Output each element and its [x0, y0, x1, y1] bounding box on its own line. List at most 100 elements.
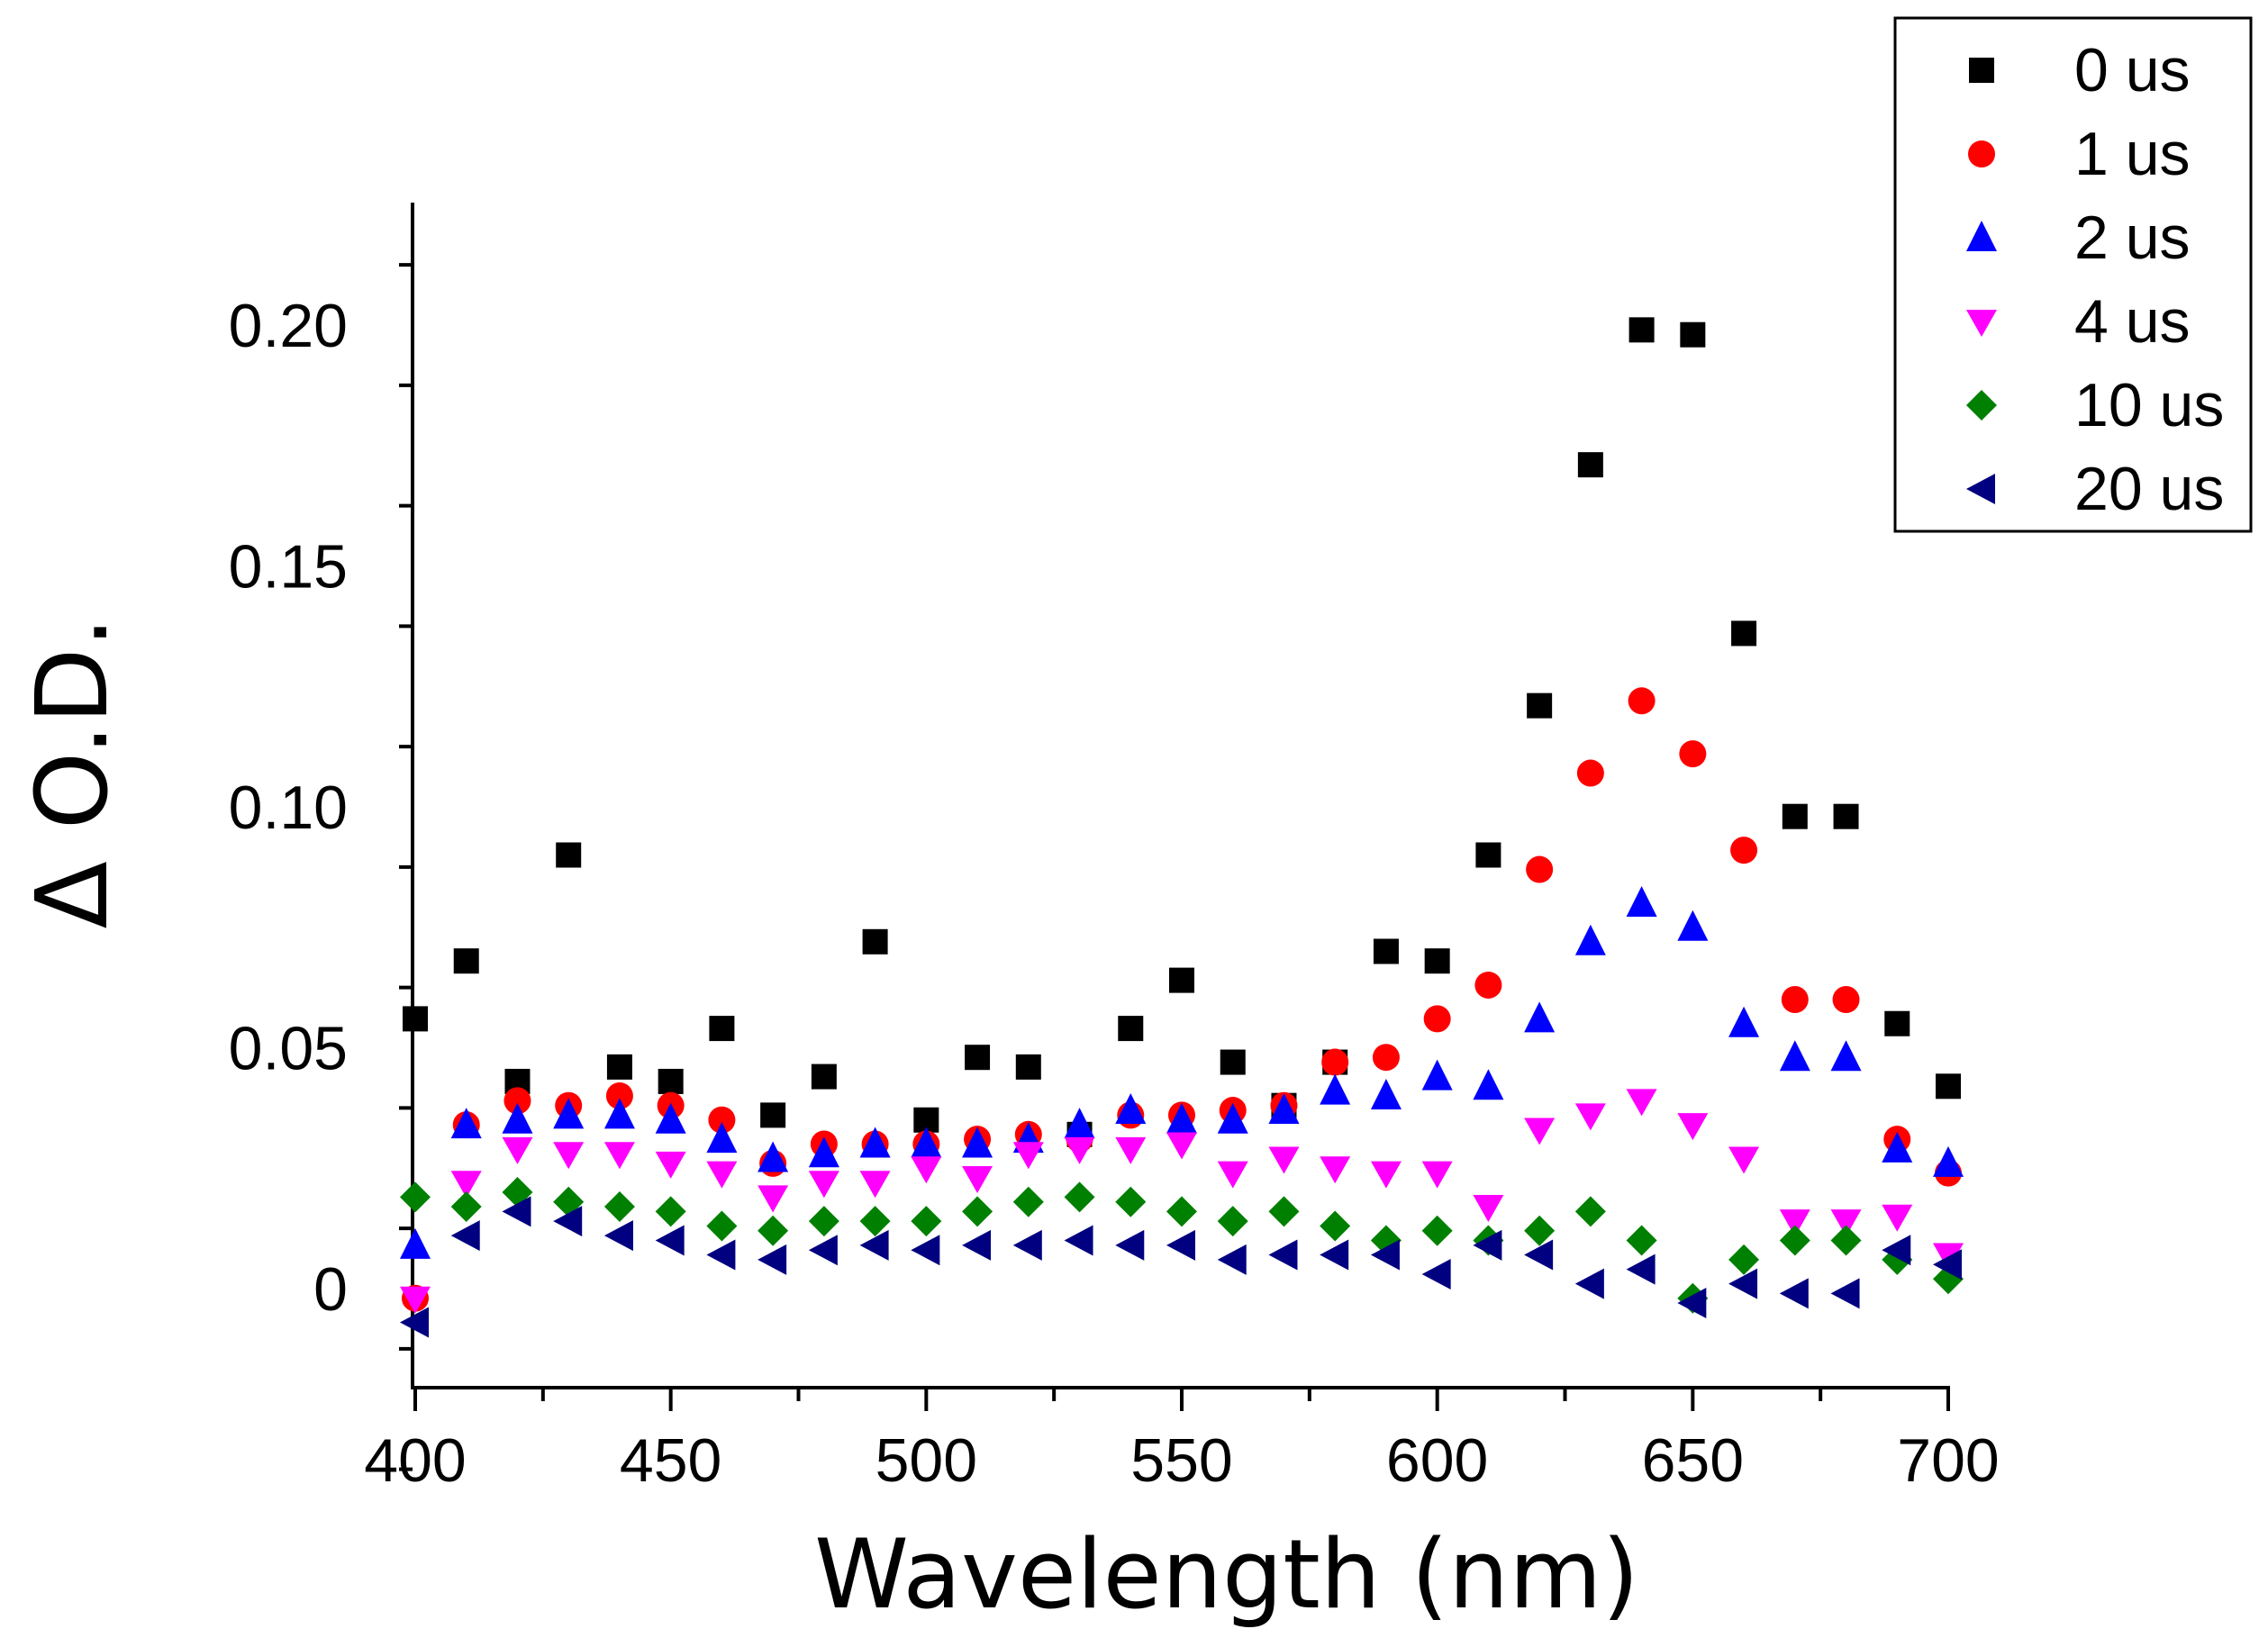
data-point	[1473, 1069, 1504, 1100]
data-point	[1731, 620, 1757, 647]
data-point	[1830, 1040, 1862, 1072]
data-point	[758, 1185, 789, 1213]
data-point	[808, 1235, 838, 1266]
legend-label: 10 us	[2074, 371, 2224, 439]
data-point	[553, 1098, 585, 1129]
data-point	[1884, 1010, 1910, 1036]
data-point	[1421, 1258, 1451, 1290]
data-point	[400, 1181, 431, 1213]
legend-marker	[1966, 390, 1997, 421]
data-point	[1779, 1278, 1809, 1309]
data-point	[1320, 1156, 1351, 1184]
data-point	[1115, 1229, 1145, 1261]
data-point	[1524, 1001, 1556, 1033]
legend-marker	[1968, 140, 1995, 167]
data-point	[603, 1191, 635, 1223]
x-tick-label: 450	[620, 1426, 721, 1495]
data-point	[1574, 924, 1606, 955]
data-point	[450, 1220, 480, 1252]
legend-marker	[1969, 58, 1994, 83]
data-point	[606, 1054, 632, 1080]
data-point	[1779, 1225, 1810, 1256]
data-point	[1015, 1054, 1041, 1080]
data-point	[1421, 1161, 1453, 1189]
data-point	[1779, 1040, 1810, 1072]
data-point	[911, 1156, 942, 1184]
data-point	[706, 1122, 738, 1154]
data-point	[758, 1141, 789, 1172]
data-point	[859, 1229, 889, 1261]
legend-box	[1893, 16, 2253, 533]
data-point	[603, 1220, 633, 1252]
data-point	[1424, 948, 1450, 974]
data-point	[1217, 1206, 1248, 1237]
data-point	[1373, 938, 1399, 964]
data-point	[1064, 1136, 1095, 1164]
data-point	[1115, 1186, 1147, 1217]
data-point	[1064, 1225, 1093, 1256]
data-point	[1473, 1195, 1504, 1223]
data-point	[553, 1142, 585, 1170]
data-point	[1781, 986, 1809, 1013]
data-point	[962, 1196, 993, 1227]
data-point	[1832, 986, 1860, 1013]
legend-label: 1 us	[2074, 120, 2191, 188]
data-point	[911, 1127, 942, 1158]
data-point	[1370, 1239, 1400, 1271]
data-point	[1524, 1118, 1556, 1145]
data-point	[911, 1235, 940, 1266]
data-point	[1473, 1229, 1502, 1261]
data-point	[758, 1244, 787, 1275]
data-point	[962, 1127, 993, 1158]
x-tick-label: 700	[1897, 1426, 1999, 1495]
data-point	[1576, 759, 1604, 787]
data-point	[1830, 1209, 1862, 1237]
y-tick-label: 0.15	[229, 533, 348, 602]
series-2-us	[400, 886, 1964, 1259]
data-point	[709, 1016, 735, 1042]
series-20-us	[400, 1196, 1962, 1338]
data-point	[1372, 1044, 1400, 1072]
data-point	[1782, 803, 1808, 829]
y-tick-label: 0.10	[229, 774, 348, 842]
data-point	[403, 1006, 428, 1032]
data-point	[808, 1171, 839, 1199]
data-point	[1421, 1215, 1453, 1246]
data-point	[1524, 1239, 1554, 1271]
legend-label: 0 us	[2074, 36, 2191, 104]
data-point	[706, 1239, 736, 1271]
data-point	[450, 1108, 482, 1139]
data-point	[1628, 687, 1656, 715]
data-point	[605, 1082, 633, 1109]
data-point	[859, 1127, 891, 1158]
x-tick-label: 500	[875, 1426, 977, 1495]
data-point	[1217, 1161, 1248, 1189]
data-point	[1577, 452, 1603, 478]
data-point	[503, 1087, 531, 1115]
x-tick-label: 550	[1130, 1426, 1232, 1495]
data-point	[1728, 1244, 1760, 1275]
data-point	[1166, 1196, 1197, 1227]
x-tick-label: 400	[364, 1426, 466, 1495]
data-point	[962, 1229, 992, 1261]
data-point	[1115, 1136, 1147, 1164]
data-point	[655, 1102, 686, 1134]
data-point	[1680, 321, 1706, 348]
x-tick-label: 600	[1386, 1426, 1488, 1495]
data-point	[1830, 1278, 1860, 1309]
data-point	[1012, 1229, 1042, 1261]
data-point	[758, 1215, 789, 1246]
data-point	[1321, 1048, 1349, 1076]
data-point	[1220, 1049, 1246, 1075]
data-point	[811, 1063, 837, 1090]
data-point	[1115, 1093, 1147, 1125]
data-point	[1830, 1225, 1862, 1256]
data-point	[502, 1196, 531, 1227]
data-point	[1012, 1142, 1044, 1170]
data-point	[1268, 1196, 1300, 1227]
y-tick-label: 0	[313, 1255, 348, 1324]
data-point	[1728, 1268, 1758, 1299]
legend-marker	[1966, 310, 1997, 337]
data-point	[1320, 1073, 1351, 1105]
data-point	[1064, 1181, 1095, 1213]
